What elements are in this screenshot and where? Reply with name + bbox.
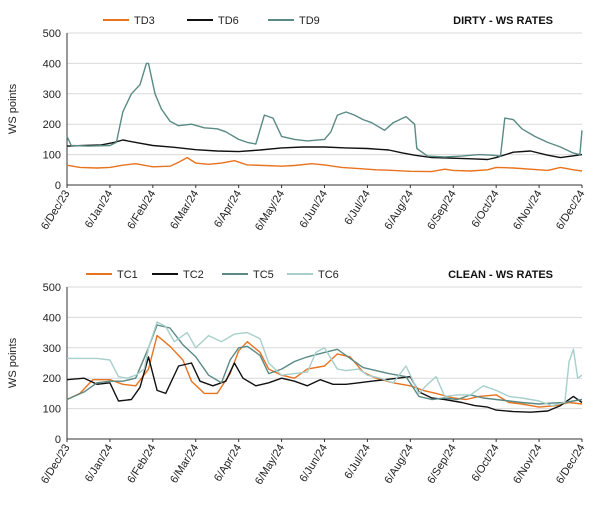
x-tick-label: 6/Aug/24 [382, 442, 416, 486]
x-tick-label: 6/Jun/24 [298, 442, 331, 484]
x-tick-label: 6/Nov/24 [511, 442, 545, 486]
x-tick-label: 6/Dec/23 [39, 188, 73, 232]
x-tick-label: 6/Jan/24 [83, 442, 116, 484]
y-tick-label: 300 [43, 343, 61, 355]
x-tick-label: 6/Aug/24 [382, 188, 416, 232]
y-tick-label: 100 [43, 150, 61, 162]
chart-2: 0 100 200 300 400 500 6/Dec/23 6/Jan/24 6/Feb/24… [7, 269, 588, 487]
x-tick-label: 6/Dec/24 [554, 188, 588, 232]
x-tick-label: 6/Jun/24 [298, 188, 331, 230]
x-tick-label: 6/Dec/23 [39, 442, 73, 486]
y-tick-label: 500 [43, 28, 61, 40]
y-tick-label: 400 [43, 58, 61, 70]
x-tick-label: 6/Mar/24 [168, 188, 201, 231]
legend-label-tc2: TC2 [183, 269, 204, 281]
x-tick-label: 6/Jul/24 [342, 442, 373, 481]
y-axis-label: WS points [7, 337, 19, 388]
chart-title: CLEAN - WS RATES [448, 269, 553, 281]
x-tick-label: 6/Oct/24 [470, 442, 502, 484]
y-tick-label: 400 [43, 312, 61, 324]
x-tick-label: 6/Apr/24 [212, 442, 244, 484]
series-line-td6 [66, 139, 583, 161]
series-line-tc2 [66, 356, 583, 413]
x-tick-label: 6/Apr/24 [212, 188, 244, 230]
x-tick-label: 6/Sep/24 [425, 442, 459, 486]
x-tick-label: 6/Oct/24 [470, 188, 502, 230]
chart-1: 0 100 200 300 400 500 6/Dec/23 6/Jan/24 6/Feb/24… [7, 15, 588, 233]
series-line-td3 [66, 156, 583, 173]
y-tick-label: 200 [43, 373, 61, 385]
y-tick-label: 100 [43, 404, 61, 416]
y-axis-label: WS points [7, 83, 19, 134]
y-tick-label: 0 [55, 434, 61, 446]
y-tick-label: 0 [55, 180, 61, 192]
x-tick-label: 6/Jan/24 [83, 188, 116, 230]
legend-label-tc6: TC6 [318, 269, 339, 281]
series-line-tc5 [66, 324, 583, 405]
x-tick-label: 6/Nov/24 [511, 188, 545, 232]
y-tick-label: 300 [43, 89, 61, 101]
x-tick-label: 6/May/24 [253, 188, 287, 233]
x-tick-label: 6/May/24 [253, 442, 287, 487]
x-tick-label: 6/Feb/24 [125, 442, 158, 485]
series-line-td9 [66, 62, 583, 158]
legend-label-tc5: TC5 [253, 269, 274, 281]
x-tick-label: 6/Sep/24 [425, 188, 459, 232]
x-tick-label: 6/Feb/24 [125, 188, 158, 231]
chart-title: DIRTY - WS RATES [453, 15, 553, 27]
series-line-tc6 [67, 321, 583, 407]
y-tick-label: 500 [43, 282, 61, 294]
legend-label-td9: TD9 [299, 15, 320, 27]
series-line-tc1 [66, 334, 583, 408]
legend-label-tc1: TC1 [117, 269, 138, 281]
legend-label-td3: TD3 [134, 15, 155, 27]
x-tick-label: 6/Mar/24 [168, 442, 201, 485]
y-tick-label: 200 [43, 119, 61, 131]
legend-label-td6: TD6 [218, 15, 239, 27]
x-tick-label: 6/Dec/24 [554, 442, 588, 486]
x-tick-label: 6/Jul/24 [342, 188, 373, 227]
